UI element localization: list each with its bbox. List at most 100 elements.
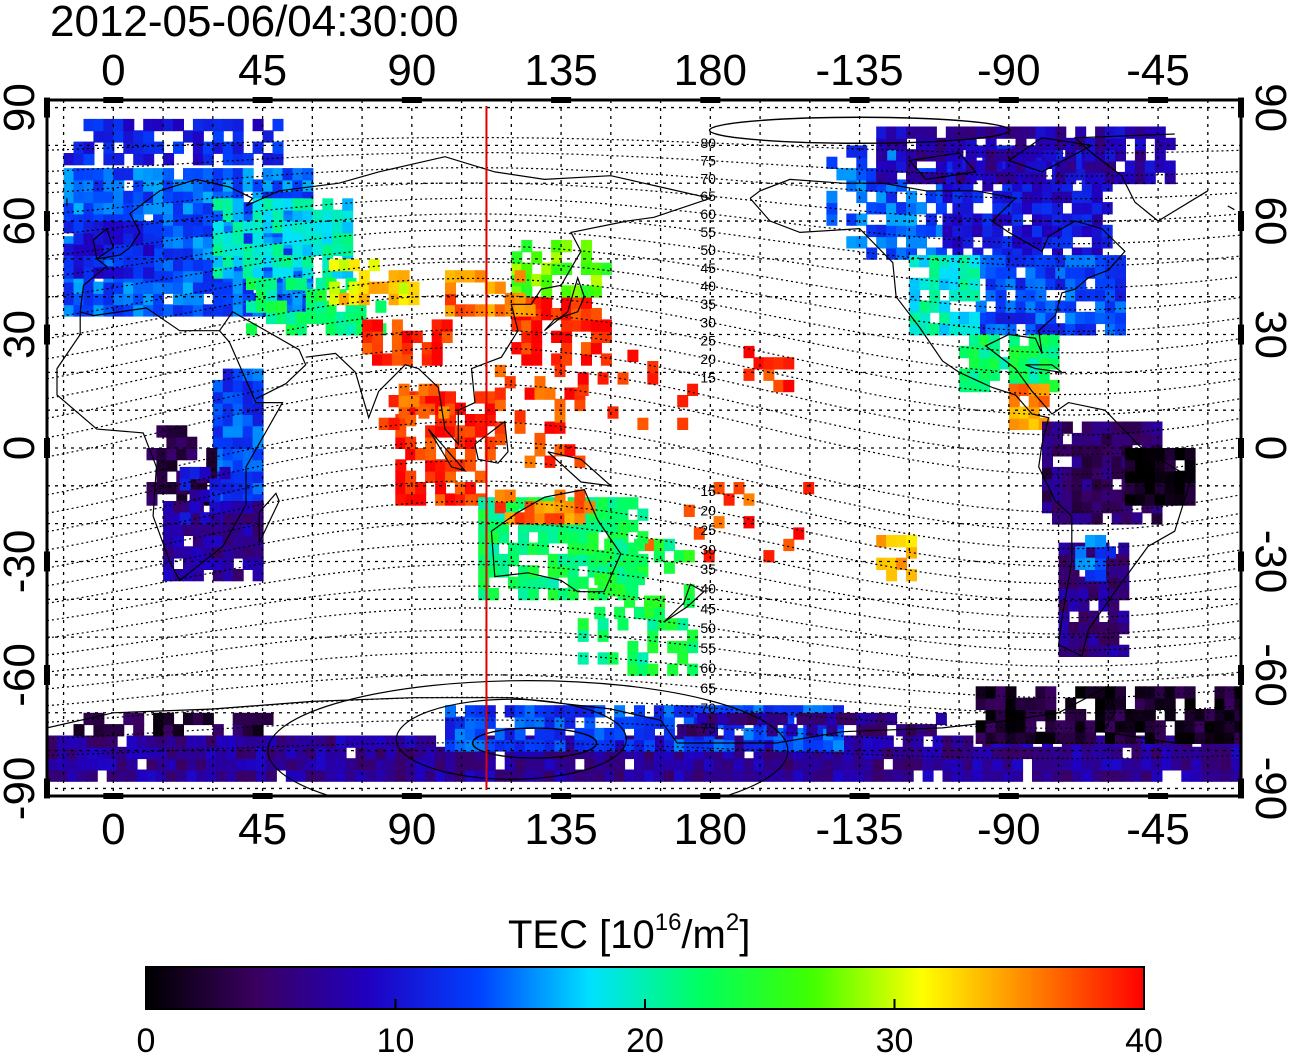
mlat-contour: [47, 440, 1241, 532]
magnetic-latitude-contours: [47, 116, 1241, 796]
mlat-contour: [47, 261, 1241, 332]
latitude-tick-label: 30: [0, 310, 44, 359]
colorbar-tick-label: 10: [377, 1022, 415, 1057]
mlat-label: 25: [700, 522, 716, 538]
mlat-label: 75: [700, 720, 716, 736]
coastline: [490, 488, 622, 593]
longitude-tick-label: -45: [1126, 46, 1190, 95]
mlat-label: 20: [700, 503, 716, 519]
south-pole-contour: [267, 680, 789, 796]
latitude-tick-label: 30: [1246, 310, 1292, 359]
map-timestamp-title: 2012-05-06/04:30:00: [50, 0, 459, 46]
mlat-label: 70: [700, 170, 716, 186]
colorbar-tick-label: 20: [626, 1022, 664, 1057]
coastline: [749, 178, 1193, 657]
longitude-tick-label: 0: [101, 805, 125, 854]
latitude-tick-label: -30: [1246, 530, 1292, 594]
longitude-tick-label: 45: [238, 46, 287, 95]
coastline: [305, 197, 711, 446]
mlat-label: 50: [700, 620, 716, 636]
mlat-label: 60: [700, 660, 716, 676]
mlat-label: 65: [700, 188, 716, 204]
mlat-label: 25: [700, 333, 716, 349]
mlat-contour: [47, 277, 1241, 354]
mlat-contour: [47, 167, 1241, 200]
mlat-contour: [47, 742, 1241, 760]
longitude-tick-label: 0: [101, 46, 125, 95]
longitude-tick-label: -90: [977, 805, 1041, 854]
coastline: [47, 685, 1175, 744]
mlat-label: 35: [700, 561, 716, 577]
map-panel: 8075706560555045403530252015152025303540…: [0, 46, 1292, 854]
latitude-tick-label: -60: [0, 643, 44, 707]
mlat-contour: [47, 542, 1241, 619]
frame-tick-marks: [44, 97, 1244, 799]
latitude-tick-label: 90: [1246, 83, 1292, 132]
mlat-label: 30: [700, 314, 716, 330]
mlat-contour: [47, 245, 1241, 311]
latitude-tick-label: 0: [0, 436, 44, 460]
colorbar-ticks: 0 10 20 30 40: [137, 999, 1163, 1057]
mlat-contour: [47, 364, 1241, 456]
longitude-tick-label: -90: [977, 46, 1041, 95]
mlat-contour: [47, 651, 1241, 699]
mlat-label: 35: [700, 296, 716, 312]
coastline: [66, 198, 1235, 211]
mlat-contour: [47, 152, 1241, 177]
mlat-contour: [47, 607, 1241, 667]
mlat-contour: [47, 521, 1241, 602]
mlat-label: 15: [700, 370, 716, 386]
longitude-tick-label: 90: [387, 46, 436, 95]
latitude-tick-label: 90: [0, 83, 44, 132]
mlat-label: 70: [700, 700, 716, 716]
coastline: [1007, 137, 1094, 173]
mlat-label: 60: [700, 206, 716, 222]
longitude-tick-label: 45: [238, 805, 287, 854]
magnetic-latitude-labels: 8075706560555045403530252015152025303540…: [700, 135, 716, 736]
colorbar-tick-label: 0: [137, 1022, 156, 1057]
longitude-tick-label: 90: [387, 805, 436, 854]
mlat-label: 15: [700, 483, 716, 499]
coastline-layer: [47, 133, 1235, 744]
mlat-label: 80: [700, 135, 716, 151]
coastline: [219, 311, 307, 400]
mlat-contour: [47, 136, 1241, 154]
mlat-contour: [47, 564, 1241, 635]
coastline: [258, 492, 280, 543]
longitude-tick-label: -45: [1126, 805, 1190, 854]
mlat-contour: [47, 197, 1241, 245]
coastline: [663, 583, 705, 623]
bottom-longitude-labels: 0 45 90 135 180 -135 -90 -45: [101, 805, 1190, 854]
mlat-label: 40: [700, 581, 716, 597]
longitude-tick-label: 135: [524, 46, 597, 95]
colorbar-title: TEC [1016/m2]: [508, 909, 750, 957]
mlat-contour: [47, 383, 1241, 475]
top-longitude-labels: 0 45 90 135 180 -135 -90 -45: [101, 46, 1190, 95]
latitude-tick-label: 60: [1246, 197, 1292, 246]
longitude-tick-label: 180: [674, 805, 747, 854]
coastline: [1025, 364, 1065, 374]
mlat-contour: [47, 294, 1241, 375]
mlat-label: 50: [700, 242, 716, 258]
coastline: [47, 133, 1209, 222]
longitude-tick-label: 180: [674, 46, 747, 95]
right-latitude-labels: 90 60 30 0 -30 -60 -90: [1246, 83, 1292, 820]
lat-lon-grid: [47, 100, 1241, 796]
mlat-label: 55: [700, 224, 716, 240]
colorbar-tick-label: 30: [876, 1022, 914, 1057]
mlat-contour: [47, 719, 1241, 744]
latitude-tick-label: -90: [1246, 757, 1292, 821]
coastline: [474, 420, 509, 464]
latitude-tick-label: 0: [1246, 436, 1292, 460]
mlat-contour: [47, 585, 1241, 651]
longitude-tick-label: -135: [816, 805, 904, 854]
mlat-contour: [47, 629, 1241, 683]
mlat-label: 75: [700, 153, 716, 169]
mlat-contour: [47, 696, 1241, 729]
mlat-label: 45: [700, 260, 716, 276]
coastline: [56, 307, 284, 582]
latitude-tick-label: 60: [0, 197, 44, 246]
tec-data-layer: [47, 118, 1241, 782]
mlat-label: 55: [700, 640, 716, 656]
